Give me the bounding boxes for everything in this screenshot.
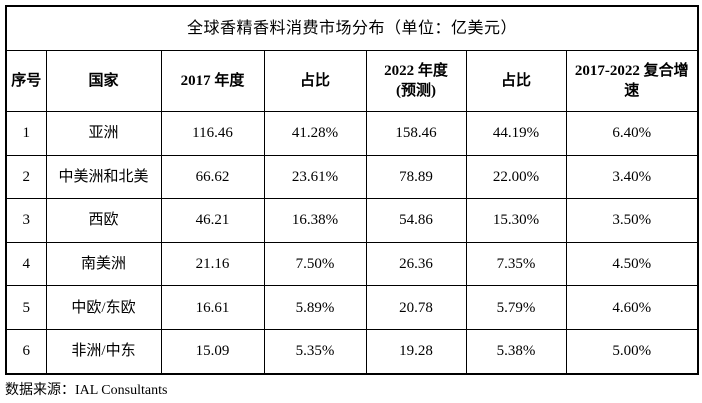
table-cell-2022-value: 26.36 [365,241,467,287]
table-cell-2022-share: 7.35% [465,241,567,287]
table-cell-rank: 6 [5,328,47,375]
table-cell-2017-value: 16.61 [160,285,265,330]
table-cell-2022-value: 20.78 [365,285,467,330]
table-cell-2017-share: 7.50% [263,241,367,287]
table-cell-2022-share: 15.30% [465,198,567,243]
column-header-country: 国家 [45,50,162,112]
table-cell-region: 中欧/东欧 [45,285,162,330]
table-title: 全球香精香料消费市场分布（单位：亿美元） [5,5,699,51]
table-cell-rank: 2 [5,154,47,200]
table-cell-rank: 4 [5,241,47,287]
table-cell-cagr: 5.00% [565,328,699,375]
header-row: 序号 国家 2017 年度 占比 2022 年度 (预测) 占比 2017-20… [5,50,699,112]
table-cell-2017-value: 21.16 [160,241,265,287]
table-cell-2017-value: 116.46 [160,111,265,156]
table-cell-2017-share: 16.38% [263,198,367,243]
table-cell-2017-value: 66.62 [160,154,265,200]
column-header-share-2022: 占比 [465,50,567,112]
table-cell-2022-share: 5.38% [465,328,567,375]
table-cell-region: 非洲/中东 [45,328,162,375]
table-row: 5 中欧/东欧 16.61 5.89% 20.78 5.79% 4.60% [5,285,699,330]
table-cell-2017-value: 15.09 [160,328,265,375]
data-source: 数据来源：IAL Consultants [5,379,167,399]
table-row: 1 亚洲 116.46 41.28% 158.46 44.19% 6.40% [5,111,699,156]
table-cell-2017-share: 5.89% [263,285,367,330]
market-distribution-table: 全球香精香料消费市场分布（单位：亿美元） 序号 国家 2017 年度 占比 20… [5,5,700,375]
table-row: 3 西欧 46.21 16.38% 54.86 15.30% 3.50% [5,198,699,243]
table-cell-2017-share: 5.35% [263,328,367,375]
table-cell-region: 西欧 [45,198,162,243]
table-cell-cagr: 4.60% [565,285,699,330]
table-cell-2022-share: 22.00% [465,154,567,200]
table-cell-2022-value: 54.86 [365,198,467,243]
column-header-2022-forecast: 2022 年度 (预测) [365,50,467,112]
column-header-cagr: 2017-2022 复合增速 [565,50,699,112]
table-cell-cagr: 6.40% [565,111,699,156]
table-cell-rank: 1 [5,111,47,156]
table-cell-cagr: 4.50% [565,241,699,287]
column-header-share-2017: 占比 [263,50,367,112]
table-cell-2022-value: 78.89 [365,154,467,200]
data-source-value: IAL Consultants [75,383,168,398]
title-row: 全球香精香料消费市场分布（单位：亿美元） [5,5,699,51]
table-cell-region: 亚洲 [45,111,162,156]
table-cell-region: 南美洲 [45,241,162,287]
table-row: 4 南美洲 21.16 7.50% 26.36 7.35% 4.50% [5,241,699,287]
table-cell-cagr: 3.40% [565,154,699,200]
table-cell-rank: 5 [5,285,47,330]
table-cell-2022-value: 158.46 [365,111,467,156]
table-cell-region: 中美洲和北美 [45,154,162,200]
table-cell-2022-share: 5.79% [465,285,567,330]
data-source-label: 数据来源： [5,381,75,397]
table-cell-2017-share: 41.28% [263,111,367,156]
column-header-2017: 2017 年度 [160,50,265,112]
table-row: 6 非洲/中东 15.09 5.35% 19.28 5.38% 5.00% [5,328,699,375]
table-cell-2017-share: 23.61% [263,154,367,200]
table-cell-2022-value: 19.28 [365,328,467,375]
column-header-index: 序号 [5,50,47,112]
table-cell-cagr: 3.50% [565,198,699,243]
table-cell-2022-share: 44.19% [465,111,567,156]
table-row: 2 中美洲和北美 66.62 23.61% 78.89 22.00% 3.40% [5,154,699,200]
table-cell-2017-value: 46.21 [160,198,265,243]
table-cell-rank: 3 [5,198,47,243]
